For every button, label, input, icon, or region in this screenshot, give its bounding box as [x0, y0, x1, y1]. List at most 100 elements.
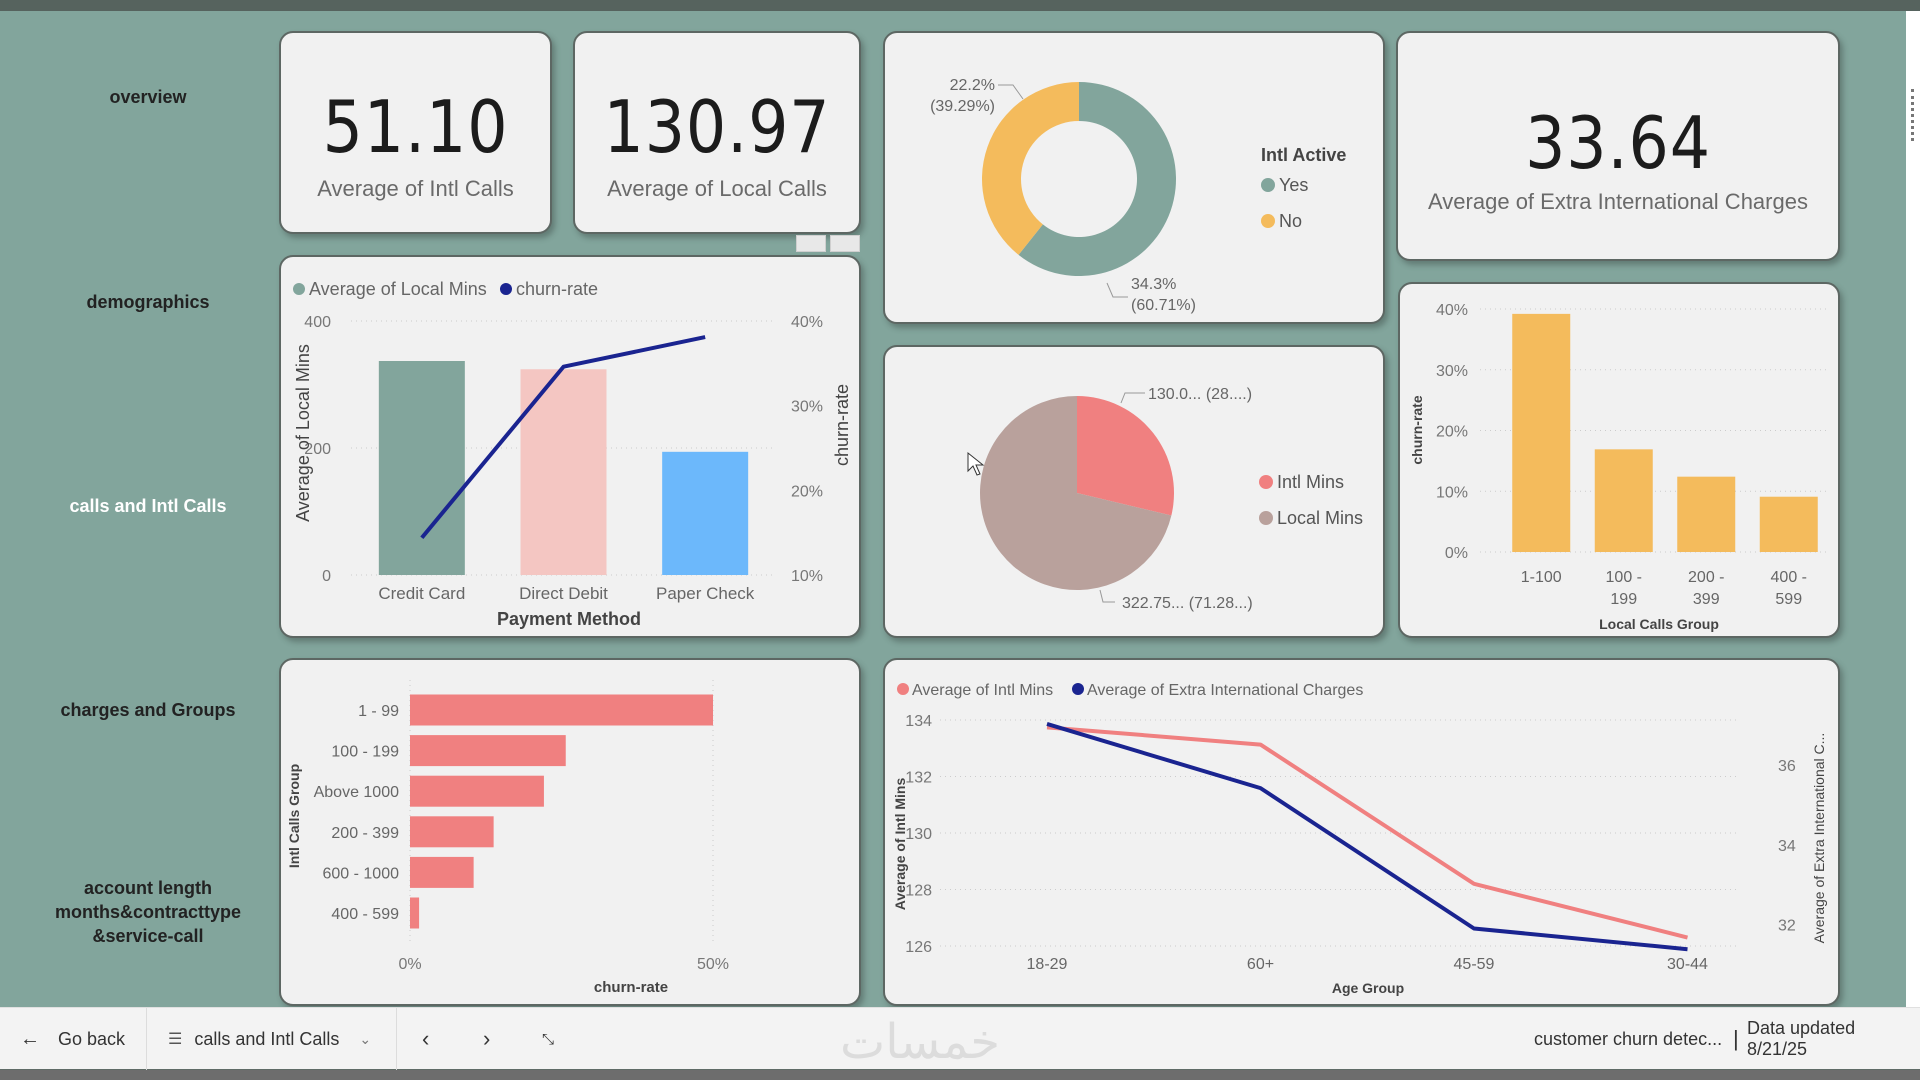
chevron-left-icon: ‹: [422, 1026, 430, 1051]
kpi-card-intl-calls[interactable]: 51.10 Average of Intl Calls: [279, 31, 552, 234]
legend-dot-local-mins: [1259, 511, 1273, 525]
y-tick-label: 200: [304, 441, 331, 458]
legend-label-yes[interactable]: Yes: [1279, 175, 1308, 195]
y-tick-label: 132: [905, 770, 932, 787]
x-tick-label: Direct Debit: [519, 584, 608, 603]
x-tick-label: Paper Check: [656, 584, 755, 603]
donut-label-no: 22.2% (39.29%): [930, 77, 995, 115]
exit-fullscreen-button[interactable]: ⤡: [542, 1008, 554, 1070]
report-canvas: overview demographics calls and Intl Cal…: [0, 11, 1906, 1007]
pie-card-mins[interactable]: 130.0... (28....) 322.75... (71.28...) I…: [883, 345, 1385, 638]
x-tick-label: 599: [1775, 591, 1802, 608]
separator-glyph: |: [1733, 1026, 1739, 1051]
combo-chart: Average of Local Mins churn-rate 0 200 400…: [293, 279, 852, 629]
y-tick-label: 20%: [1436, 424, 1468, 441]
visual-header-button[interactable]: [830, 235, 860, 252]
bar-above1000: [410, 775, 544, 807]
x-tick-label: Credit Card: [378, 584, 465, 603]
kpi-card-extra-intl-charges[interactable]: 33.64 Average of Extra International Cha…: [1396, 31, 1840, 261]
legend-label-no[interactable]: No: [1279, 211, 1302, 231]
donut-card-intl-active[interactable]: 22.2% (39.29%) 34.3% (60.71%) Intl Active …: [883, 31, 1385, 324]
y-tick-label: Above 1000: [314, 784, 400, 801]
donut-label-yes: 34.3% (60.71%): [1131, 276, 1196, 314]
x-tick-label: 50%: [697, 956, 729, 973]
legend-label-churn-rate[interactable]: churn-rate: [516, 279, 598, 299]
legend-label-intl-mins[interactable]: Average of Intl Mins: [912, 682, 1053, 699]
legend-dot-extra-charges: [1072, 683, 1084, 695]
bar-100-199: [410, 735, 566, 767]
legend-dot-yes: [1261, 178, 1275, 192]
nav-calls-and-intl-calls[interactable]: calls and Intl Calls: [69, 496, 227, 516]
intl-mins-line: [1046, 725, 1688, 940]
nav-demographics[interactable]: demographics: [86, 292, 210, 312]
nav-overview[interactable]: overview: [109, 87, 187, 107]
y2-tick-label: 10%: [791, 568, 823, 585]
window-bottom-bar: [0, 1070, 1920, 1080]
y-tick-label: 400: [304, 314, 331, 331]
divider: [146, 1008, 147, 1070]
watermark: خمسات: [840, 1014, 1001, 1070]
y-tick-label: 100 - 199: [331, 744, 399, 761]
extra-charges-line: [1046, 722, 1688, 952]
y2-tick-label: 32: [1778, 918, 1796, 935]
bar-200-399: [410, 816, 494, 848]
x-axis-title: Local Calls Group: [1599, 616, 1719, 632]
pie-slice-local-mins: [980, 396, 1172, 590]
go-back-label: Go back: [58, 1028, 126, 1049]
combo-chart-card-payment-method[interactable]: Average of Local Mins churn-rate 0 200 400…: [279, 255, 861, 638]
bar-400-599: [1759, 496, 1818, 552]
bar-card-local-calls-group[interactable]: 0% 10% 20% 30% 40% 1-100 100 - 199 200 - 399 400 -…: [1398, 282, 1840, 638]
report-name[interactable]: customer churn detec...: [1534, 1008, 1722, 1070]
line-card-age-group[interactable]: Average of Intl Mins Average of Extra In…: [883, 658, 1840, 1006]
legend-label-intl-mins[interactable]: Intl Mins: [1277, 472, 1344, 492]
visual-header-button[interactable]: [796, 235, 826, 252]
previous-page-button[interactable]: ‹: [422, 1008, 429, 1070]
legend-dot-no: [1261, 214, 1275, 228]
kpi-label: Average of Extra International Charges: [1428, 189, 1808, 214]
y2-tick-label: 40%: [791, 314, 823, 331]
kpi-value: 33.64: [1525, 101, 1711, 185]
y2-axis-title: Average of Extra International C...: [1811, 733, 1827, 944]
y-tick-label: 128: [905, 883, 932, 900]
nav-charges-and-groups[interactable]: charges and Groups: [60, 700, 236, 720]
next-page-button[interactable]: ›: [483, 1008, 490, 1070]
x-tick-label: 45-59: [1454, 956, 1495, 973]
x-tick-label: 30-44: [1667, 956, 1708, 973]
y-axis-title: Average of Intl Mins: [892, 778, 908, 911]
pie-leader-local: [1099, 589, 1115, 603]
x-tick-label: 18-29: [1027, 956, 1068, 973]
y2-tick-label: 34: [1778, 838, 1796, 855]
y-tick-label: 40%: [1436, 302, 1468, 319]
go-back-button[interactable]: ← Go back: [20, 1008, 125, 1070]
legend-label-local-mins[interactable]: Local Mins: [1277, 508, 1363, 528]
mouse-cursor-icon: [967, 451, 985, 476]
chevron-right-icon: ›: [483, 1026, 491, 1051]
hbar-card-intl-calls-group[interactable]: 0% 50% 1 - 99 100 - 199 Above 1000 200 - 399 6…: [279, 658, 861, 1006]
report-footer: ← Go back ☰ calls and Intl Calls ⌄ ‹ › ⤡…: [0, 1007, 1920, 1080]
nav-account-length[interactable]: account length months&contracttype &serv…: [54, 878, 242, 946]
donut-leader-yes: [1106, 282, 1128, 298]
kpi-value: 130.97: [603, 85, 831, 169]
pie-label-local: 322.75... (71.28...): [1122, 595, 1253, 612]
x-tick-label: 1-100: [1521, 569, 1562, 586]
donut-leader-no: [998, 84, 1024, 100]
y2-tick-label: 20%: [791, 483, 823, 500]
report-name-label: customer churn detec...: [1534, 1028, 1723, 1049]
x-tick-label: 0%: [398, 956, 421, 973]
kpi-card-local-calls[interactable]: 130.97 Average of Local Calls: [573, 31, 861, 234]
bar-1-99: [410, 694, 713, 726]
data-updated-label: Data updated 8/21/25: [1747, 1018, 1856, 1059]
legend-label-extra-charges[interactable]: Average of Extra International Charges: [1087, 682, 1363, 699]
bar-100-199: [1594, 449, 1653, 552]
legend-label-local-mins[interactable]: Average of Local Mins: [309, 279, 487, 299]
pie-chart: 130.0... (28....) 322.75... (71.28...) I…: [967, 386, 1363, 612]
x-axis-title: churn-rate: [594, 979, 668, 996]
kpi-label: Average of Local Calls: [607, 176, 827, 201]
bar-paper-check: [662, 451, 749, 575]
x-tick-label: 60+: [1247, 956, 1274, 973]
page-selector-dropdown[interactable]: ☰ calls and Intl Calls ⌄: [168, 1008, 371, 1070]
pie-label-intl: 130.0... (28....): [1148, 386, 1252, 403]
y2-tick-label: 30%: [791, 399, 823, 416]
legend-dot-churn-rate: [500, 283, 512, 295]
bar-600-1000: [410, 856, 474, 888]
